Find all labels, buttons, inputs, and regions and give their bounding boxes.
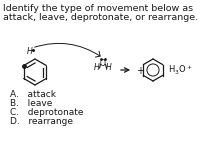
Text: attack, leave, deprotonate, or rearrange.: attack, leave, deprotonate, or rearrange… <box>3 13 198 22</box>
Text: C.   deprotonate: C. deprotonate <box>10 108 84 117</box>
Text: H: H <box>27 46 33 56</box>
FancyArrowPatch shape <box>35 43 100 57</box>
Text: O: O <box>100 59 106 67</box>
Text: H$_3$O$^+$: H$_3$O$^+$ <box>168 63 193 77</box>
Text: A.   attack: A. attack <box>10 90 56 99</box>
Text: Identify the type of movement below as: Identify the type of movement below as <box>3 4 193 13</box>
Text: H: H <box>106 63 112 73</box>
Text: H: H <box>94 63 100 73</box>
Text: D.   rearrange: D. rearrange <box>10 117 73 126</box>
Text: +: + <box>136 66 144 76</box>
Text: B.   leave: B. leave <box>10 99 52 108</box>
